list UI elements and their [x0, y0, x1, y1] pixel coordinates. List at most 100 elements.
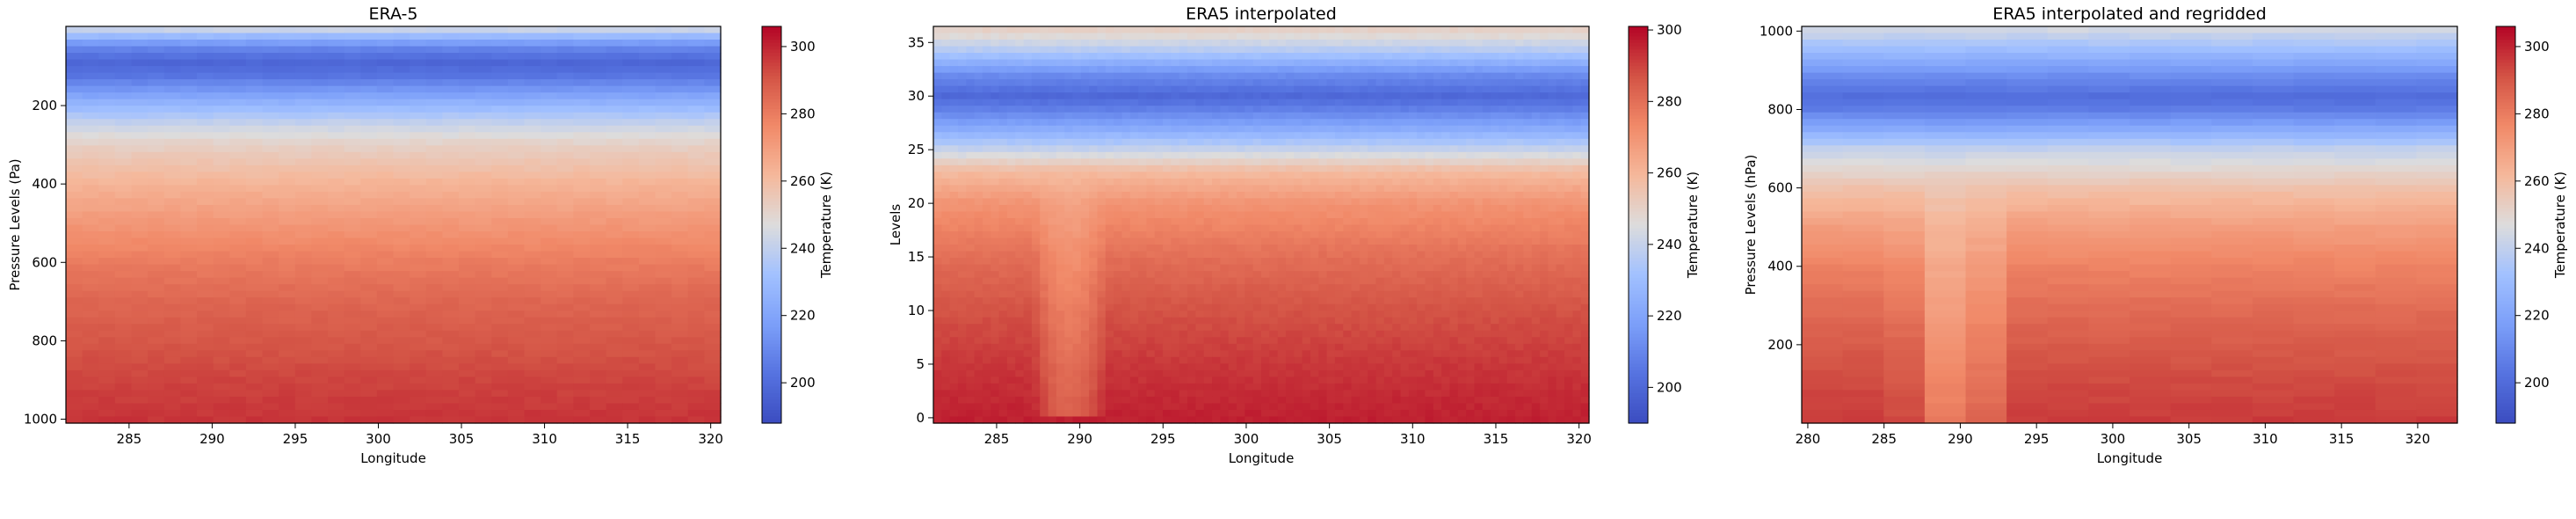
heatmap-cell: [360, 198, 378, 206]
heatmap-cell: [1334, 79, 1344, 87]
heatmap-cell: [376, 409, 395, 418]
heatmap-cell: [671, 324, 689, 332]
heatmap-cell: [1154, 185, 1164, 193]
heatmap-cell: [459, 217, 476, 226]
heatmap-cell: [197, 311, 214, 318]
heatmap-cell: [180, 311, 198, 318]
heatmap-cell: [990, 92, 1000, 100]
heatmap-cell: [1441, 138, 1451, 146]
heatmap-cell: [1491, 211, 1500, 219]
heatmap-cell: [1383, 119, 1393, 127]
heatmap-cell: [1195, 185, 1205, 193]
heatmap-cell: [1408, 185, 1418, 193]
heatmap-cell: [1375, 191, 1385, 200]
x-tick-label: 295: [283, 431, 308, 447]
heatmap-cell: [1368, 211, 1377, 219]
heatmap-cell: [229, 132, 247, 140]
heatmap-cell: [638, 271, 657, 279]
heatmap-cell: [1040, 85, 1049, 93]
heatmap-cell: [1548, 59, 1557, 67]
heatmap-cell: [1006, 204, 1016, 213]
heatmap-cell: [957, 119, 967, 127]
heatmap-cell: [1294, 79, 1303, 87]
heatmap-cell: [1023, 224, 1033, 232]
heatmap-cell: [671, 251, 689, 259]
heatmap-cell: [82, 343, 99, 351]
heatmap-cell: [941, 145, 951, 153]
heatmap-cell: [1015, 158, 1025, 166]
heatmap-cell: [442, 416, 460, 424]
heatmap-cell: [279, 271, 296, 279]
heatmap-cell: [1187, 85, 1196, 93]
heatmap-cell: [262, 343, 279, 351]
heatmap-cell: [410, 369, 427, 377]
heatmap-cell: [606, 376, 623, 384]
heatmap-cell: [1064, 112, 1074, 120]
heatmap-cell: [1400, 164, 1410, 172]
heatmap-cell: [66, 164, 83, 172]
heatmap-cell: [507, 350, 526, 358]
heatmap-cell: [606, 231, 623, 239]
heatmap-cell: [114, 132, 133, 140]
heatmap-cell: [425, 145, 443, 153]
heatmap-cell: [131, 284, 149, 292]
heatmap-cell: [294, 132, 312, 140]
heatmap-cell: [524, 59, 541, 67]
heatmap-cell: [606, 172, 623, 179]
heatmap-cell: [1368, 191, 1377, 200]
heatmap-cell: [197, 330, 214, 338]
heatmap-cell: [687, 396, 705, 405]
heatmap-cell: [507, 106, 526, 113]
heatmap-cell: [262, 303, 279, 311]
heatmap-cell: [655, 198, 672, 206]
heatmap-cell: [933, 119, 942, 127]
heatmap-cell: [957, 85, 967, 93]
heatmap-cell: [556, 238, 574, 245]
heatmap-cell: [556, 178, 574, 186]
heatmap-cell: [507, 53, 526, 61]
heatmap-cell: [344, 330, 361, 338]
heatmap-cell: [573, 164, 591, 172]
heatmap-cell: [131, 390, 149, 398]
heatmap-cell: [1359, 198, 1368, 206]
heatmap-cell: [1097, 46, 1107, 54]
heatmap-cell: [66, 376, 83, 384]
heatmap-cell: [442, 46, 460, 54]
heatmap-cell: [425, 363, 443, 371]
heatmap-cell: [262, 290, 279, 298]
heatmap-cell: [279, 416, 296, 424]
heatmap-cell: [197, 132, 214, 140]
heatmap-cell: [1031, 217, 1041, 226]
heatmap-cell: [1302, 211, 1311, 219]
heatmap-cell: [1195, 59, 1205, 67]
heatmap-cell: [556, 59, 574, 67]
heatmap-cell: [1105, 158, 1114, 166]
heatmap-cell: [66, 185, 83, 193]
heatmap-cell: [1491, 204, 1500, 213]
heatmap-cell: [180, 350, 198, 358]
heatmap-cell: [163, 376, 181, 384]
heatmap-cell: [344, 231, 361, 239]
heatmap-cell: [1146, 178, 1156, 186]
heatmap-cell: [704, 277, 722, 285]
heatmap-cell: [687, 311, 705, 318]
heatmap-cell: [1244, 204, 1254, 213]
heatmap-cell: [524, 303, 541, 311]
heatmap-cell: [1498, 85, 1508, 93]
heatmap-cell: [442, 99, 460, 106]
heatmap-cell: [1572, 106, 1582, 113]
heatmap-cell: [507, 271, 526, 279]
colorbar-step: [762, 40, 781, 44]
heatmap-cell: [459, 158, 476, 166]
heatmap-cell: [425, 416, 443, 424]
heatmap-cell: [1064, 204, 1074, 213]
heatmap-cell: [1252, 198, 1262, 206]
heatmap-cell: [360, 271, 378, 279]
heatmap-cell: [1491, 33, 1500, 40]
heatmap-cell: [1244, 151, 1254, 159]
heatmap-cell: [1285, 191, 1295, 200]
heatmap-cell: [82, 145, 99, 153]
heatmap-cell: [148, 79, 165, 87]
heatmap-cell: [1556, 198, 1565, 206]
heatmap-cell: [1540, 198, 1549, 206]
